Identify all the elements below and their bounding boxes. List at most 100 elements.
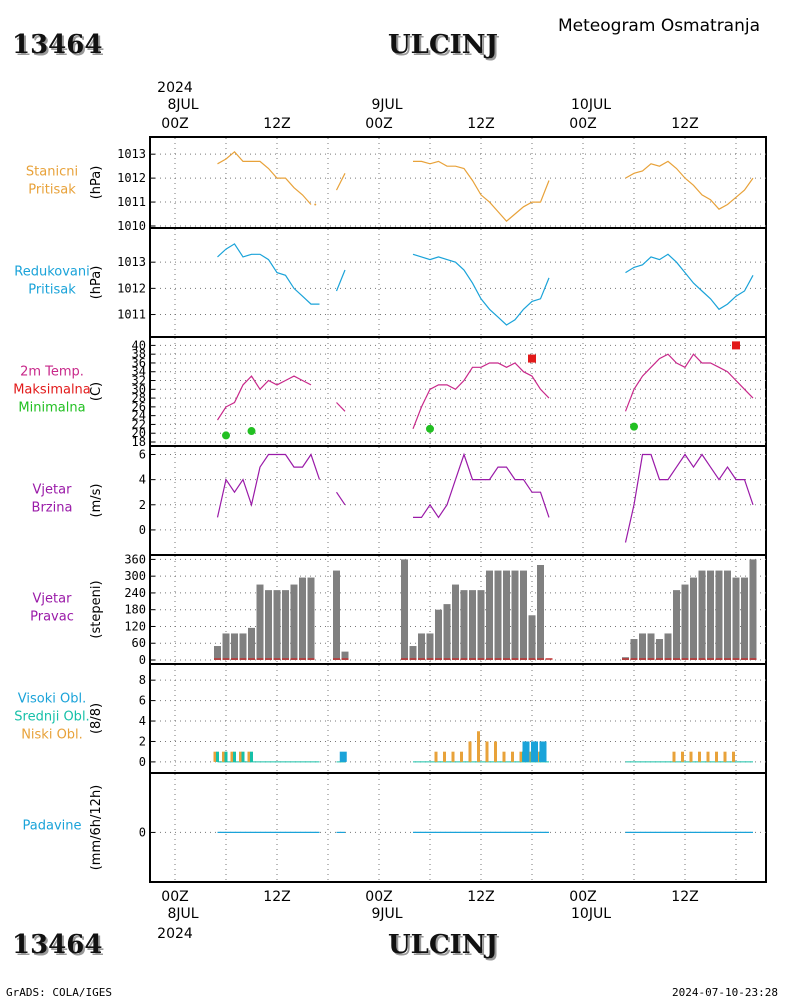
y-tick-label: 22 — [132, 417, 146, 431]
cloud-bar — [224, 751, 228, 762]
cloud-bar — [230, 751, 234, 762]
cloud-bar — [502, 751, 506, 762]
panel-label: Vjetar — [33, 592, 73, 607]
time-date: 8JUL — [167, 97, 198, 113]
cloud-bar — [706, 751, 710, 762]
time-hour: 00Z — [161, 889, 188, 905]
time-hour: 12Z — [671, 889, 698, 905]
panel-label: Pritisak — [28, 183, 76, 198]
wind-direction-bar — [460, 590, 468, 660]
wind-direction-bar — [494, 570, 502, 660]
wind-direction-bar — [273, 590, 281, 660]
cloud-bar — [531, 741, 538, 762]
series-line — [336, 402, 346, 412]
wind-direction-bar — [681, 584, 689, 660]
y-tick-label: 60 — [132, 636, 146, 650]
cloud-bar — [233, 751, 236, 762]
series-line — [624, 353, 754, 412]
wind-direction-bar — [520, 570, 527, 660]
station-id-bottom-shadow: 13464 — [14, 932, 104, 962]
panel-label: Visoki Obl. — [18, 692, 86, 707]
panel-label: Pravac — [30, 610, 74, 625]
panel-unit: (hPa) — [89, 266, 104, 300]
y-tick-label: 1013 — [117, 147, 146, 161]
y-tick-label: 360 — [124, 552, 146, 566]
time-date: 10JUL — [571, 97, 611, 113]
panel-label: Minimalna — [18, 401, 85, 416]
y-tick-label: 1011 — [117, 195, 146, 209]
cloud-bar — [451, 751, 455, 762]
station-name-shadow: ULCINJ — [390, 32, 500, 62]
wind-direction-bar — [673, 590, 680, 660]
panel-unit: (stepeni) — [89, 580, 104, 638]
wind-direction-bar — [452, 584, 459, 660]
y-tick-label: 40 — [132, 338, 146, 352]
wind-direction-bar — [443, 604, 451, 660]
wind-direction-bar — [282, 590, 289, 660]
y-tick-label: 36 — [132, 356, 146, 370]
footer-timestamp: 2024-07-10-23:28 — [672, 986, 778, 999]
wind-direction-bar — [732, 577, 740, 660]
panel-label: Pritisak — [28, 283, 76, 298]
cloud-bar — [213, 751, 217, 762]
cloud-bar — [698, 751, 701, 762]
y-tick-label: 1013 — [117, 255, 146, 269]
panel-unit: (mm/6h/12h) — [89, 785, 104, 871]
wind-direction-bar — [656, 639, 663, 660]
wind-direction-bar — [511, 570, 519, 660]
time-date: 9JUL — [371, 97, 402, 113]
wind-direction-bar — [231, 633, 238, 660]
wind-direction-bar — [290, 584, 298, 660]
y-tick-label: 0 — [139, 755, 146, 769]
wind-direction-bar — [664, 633, 672, 660]
panel-frame — [149, 772, 767, 883]
cloud-bar — [485, 741, 489, 762]
max-temp-marker — [528, 354, 536, 363]
cloud-bar — [681, 751, 684, 762]
series-line — [413, 452, 550, 519]
cloud-bar — [511, 751, 514, 762]
panel-unit: (C) — [89, 382, 104, 401]
wind-direction-bar — [239, 633, 247, 660]
wind-direction-bar — [333, 570, 340, 660]
panel-6: 0 Padavine (mm/6h/12h) — [23, 772, 767, 883]
y-tick-label: 1010 — [117, 219, 146, 233]
wind-direction-bar — [528, 615, 536, 660]
y-tick-label: 24 — [132, 409, 146, 423]
time-date: 9JUL — [371, 906, 402, 922]
wind-direction-bar — [477, 590, 485, 660]
panel-4: 0 60 120 180 240 300 360 Vjetar Pravac (stepeni) — [30, 552, 767, 667]
wind-direction-bar — [715, 570, 723, 660]
station-name-top: ULCINJ — [388, 30, 498, 60]
series-line — [624, 453, 754, 543]
line-point — [314, 203, 317, 206]
wind-direction-bar — [265, 590, 272, 660]
y-tick-label: 28 — [132, 391, 146, 405]
panel-unit: (hPa) — [89, 166, 104, 200]
panel-label: Brzina — [32, 501, 73, 516]
y-tick-label: 4 — [139, 473, 146, 487]
series-line — [625, 253, 754, 311]
time-hour: 00Z — [365, 889, 392, 905]
footer-credit: GrADS: COLA/IGES — [6, 986, 112, 999]
time-date: 8JUL — [167, 906, 198, 922]
wind-direction-bar — [749, 559, 757, 660]
time-hour: 12Z — [263, 116, 290, 132]
panel-frame — [149, 136, 767, 229]
cloud-bar — [239, 751, 242, 762]
time-year: 2024 — [157, 80, 193, 96]
min-temp-marker — [426, 424, 434, 433]
panel-frame — [149, 227, 767, 338]
cloud-bar — [723, 751, 727, 762]
time-date: 10JUL — [571, 906, 611, 922]
time-hour: 00Z — [365, 116, 392, 132]
series-line — [413, 160, 550, 223]
cloud-bar — [250, 751, 253, 762]
wind-direction-bar — [222, 633, 230, 660]
series-line — [412, 362, 550, 430]
wind-direction-bar — [698, 570, 706, 660]
cloud-bar — [539, 741, 547, 762]
wind-direction-bar — [435, 609, 442, 660]
